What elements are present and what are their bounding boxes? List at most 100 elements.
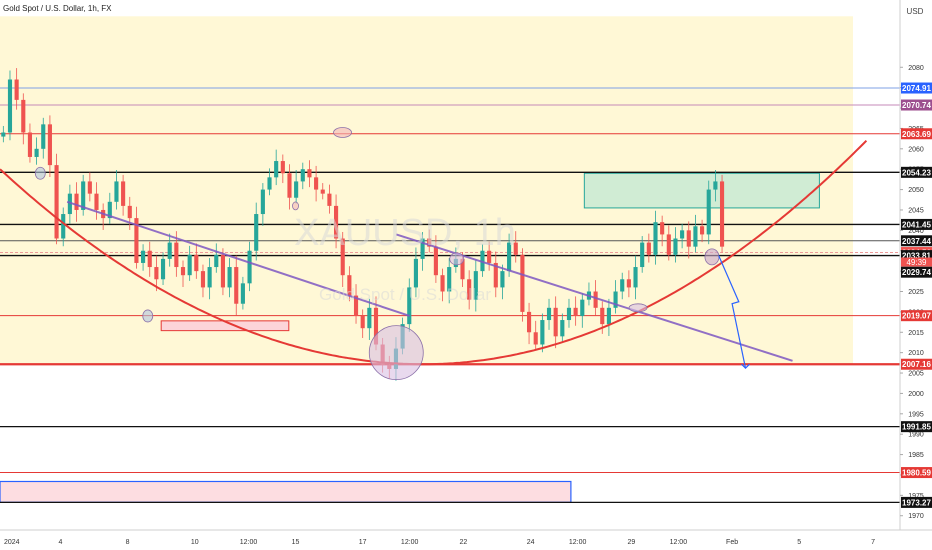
candle-body <box>573 307 578 316</box>
box-layer <box>0 172 820 503</box>
currency-label[interactable]: USD <box>907 7 924 16</box>
candle-body <box>367 307 372 329</box>
y-tick-label: 1975 <box>908 493 924 500</box>
highlight-ellipse-5 <box>449 252 465 266</box>
candle-body <box>373 307 379 345</box>
candle-body <box>1 132 6 137</box>
candle-body <box>666 234 671 255</box>
candle-body <box>154 267 159 280</box>
candle-body <box>507 242 512 272</box>
highlight-ellipse-2 <box>333 127 352 138</box>
candle-body <box>693 226 698 247</box>
price-label-bg-5 <box>901 235 932 247</box>
forecast-path <box>718 255 747 369</box>
candle-body <box>327 193 332 206</box>
price-label-10: 2007.16 <box>902 360 931 369</box>
candle-body <box>686 230 691 247</box>
candle-body <box>94 193 99 210</box>
highlight-ellipse-3 <box>292 201 299 211</box>
candle-body <box>340 238 345 276</box>
axes-layer <box>0 0 932 531</box>
candle-body <box>114 181 119 202</box>
candle-body <box>420 238 425 259</box>
candle-body <box>61 214 66 239</box>
candle-body <box>307 169 312 178</box>
candle-body <box>167 242 172 259</box>
candle-body <box>280 161 285 174</box>
candle-body <box>706 189 711 235</box>
candle-body <box>54 165 59 239</box>
candle-body <box>180 267 186 276</box>
candle-body <box>440 275 445 292</box>
price-label-5: 2037.44 <box>902 237 931 246</box>
candle-body <box>447 267 452 292</box>
candle-body <box>187 254 192 276</box>
x-tick-label: 4 <box>58 539 62 546</box>
candle-body <box>427 238 432 247</box>
candle-body <box>14 79 19 100</box>
candle-body <box>294 181 299 198</box>
level-lines-layer <box>0 87 900 504</box>
highlight-ellipse-0 <box>34 166 46 180</box>
price-label-bg-0 <box>901 82 932 94</box>
price-label-4: 2041.45 <box>902 220 931 229</box>
candle-body <box>673 238 678 255</box>
price-label-bg-2 <box>901 128 932 140</box>
candle-body <box>81 181 86 210</box>
candle-body <box>460 258 465 280</box>
candle-body <box>127 205 132 219</box>
highlight-ellipse-7 <box>704 248 720 266</box>
candle-body <box>560 320 565 337</box>
candle-body <box>719 181 725 247</box>
y-tick-label: 2080 <box>908 65 924 72</box>
candle-body <box>214 254 219 268</box>
candle-body <box>407 287 412 325</box>
y-tick-label: 2000 <box>908 391 924 398</box>
candle-body <box>234 267 239 304</box>
candle-body <box>660 222 665 235</box>
y-tick-label: 2040 <box>908 228 924 235</box>
candle-body <box>713 181 718 190</box>
candle-body <box>633 267 638 288</box>
highlight-ellipse-1 <box>142 309 154 323</box>
candle-body <box>21 99 26 133</box>
candle-body <box>41 124 46 149</box>
candle-body <box>700 226 705 235</box>
candle-body <box>606 307 611 325</box>
candle-body <box>593 291 598 308</box>
candle-body <box>200 271 206 288</box>
forecast-arrowhead <box>741 363 750 369</box>
x-tick-label: 12:00 <box>670 539 688 546</box>
candle-body <box>467 279 472 300</box>
x-tick-label: 2024 <box>4 539 20 546</box>
x-tick-label: 15 <box>292 539 300 546</box>
candle-body <box>540 320 545 345</box>
candle-body <box>47 124 52 166</box>
highlight-ellipse-6 <box>628 303 648 313</box>
candle-body <box>121 181 126 206</box>
price-axis-labels: 2074.91 2070.74 2063.69 2054.23 2041.45 2037.… <box>901 82 932 508</box>
trendline-0 <box>66 200 411 317</box>
candle-body <box>87 181 92 194</box>
candle-body <box>7 79 13 133</box>
price-label-8: 2029.74 <box>902 268 931 277</box>
countdown-bg <box>901 257 932 267</box>
candle-body <box>613 291 618 308</box>
x-tick-label: 12:00 <box>569 539 587 546</box>
y-tick-label: 2045 <box>908 207 924 214</box>
x-tick-label: 8 <box>126 539 130 546</box>
price-label-11: 1991.85 <box>902 423 931 432</box>
price-label-12: 1980.59 <box>902 469 931 478</box>
candle-body <box>500 271 505 288</box>
candle-body <box>413 258 418 288</box>
candles-layer <box>1 68 725 381</box>
y-tick-label: 2015 <box>908 330 924 337</box>
candle-body <box>314 177 319 190</box>
candle-body <box>600 307 605 325</box>
x-tick-label: 24 <box>527 539 535 546</box>
candle-body <box>646 242 651 255</box>
candle-body <box>194 254 199 272</box>
candle-body <box>520 254 525 312</box>
candle-body <box>247 250 252 284</box>
